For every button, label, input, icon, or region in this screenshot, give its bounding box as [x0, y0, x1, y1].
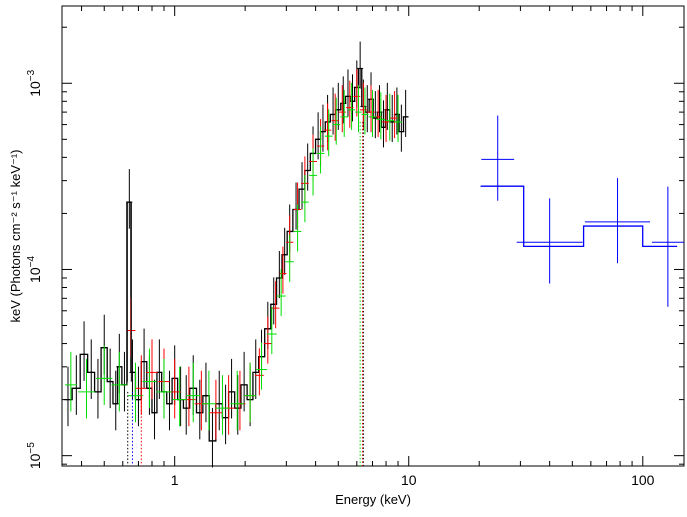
- x-tick-label: 100: [631, 472, 655, 488]
- y-tick-label: 10−4: [26, 256, 43, 283]
- red-series: [126, 69, 399, 440]
- blue-series: [480, 115, 684, 307]
- y-axis-title: keV (Photons cm⁻² s⁻¹ keV⁻¹): [8, 149, 23, 322]
- y-tick-label: 10−3: [26, 69, 43, 96]
- y-tick-exponent: −4: [26, 256, 37, 268]
- blue-model-line: [480, 185, 678, 248]
- y-tick-base: 10: [27, 267, 43, 283]
- y-tick-base: 10: [27, 453, 43, 469]
- y-tick-exponent: −3: [26, 69, 37, 81]
- y-tick-label: 10−5: [26, 442, 43, 469]
- plot-border: [61, 5, 685, 467]
- x-axis-title: Energy (keV): [335, 492, 411, 507]
- y-tick-exponent: −5: [26, 442, 37, 454]
- black-emission-spike: [126, 201, 132, 382]
- y-tick-base: 10: [27, 81, 43, 97]
- series-layer: [63, 41, 684, 468]
- x-tick-label: 1: [171, 472, 179, 488]
- x-tick-label: 10: [401, 472, 417, 488]
- green-series: [64, 82, 403, 435]
- plot-frame: [61, 5, 685, 467]
